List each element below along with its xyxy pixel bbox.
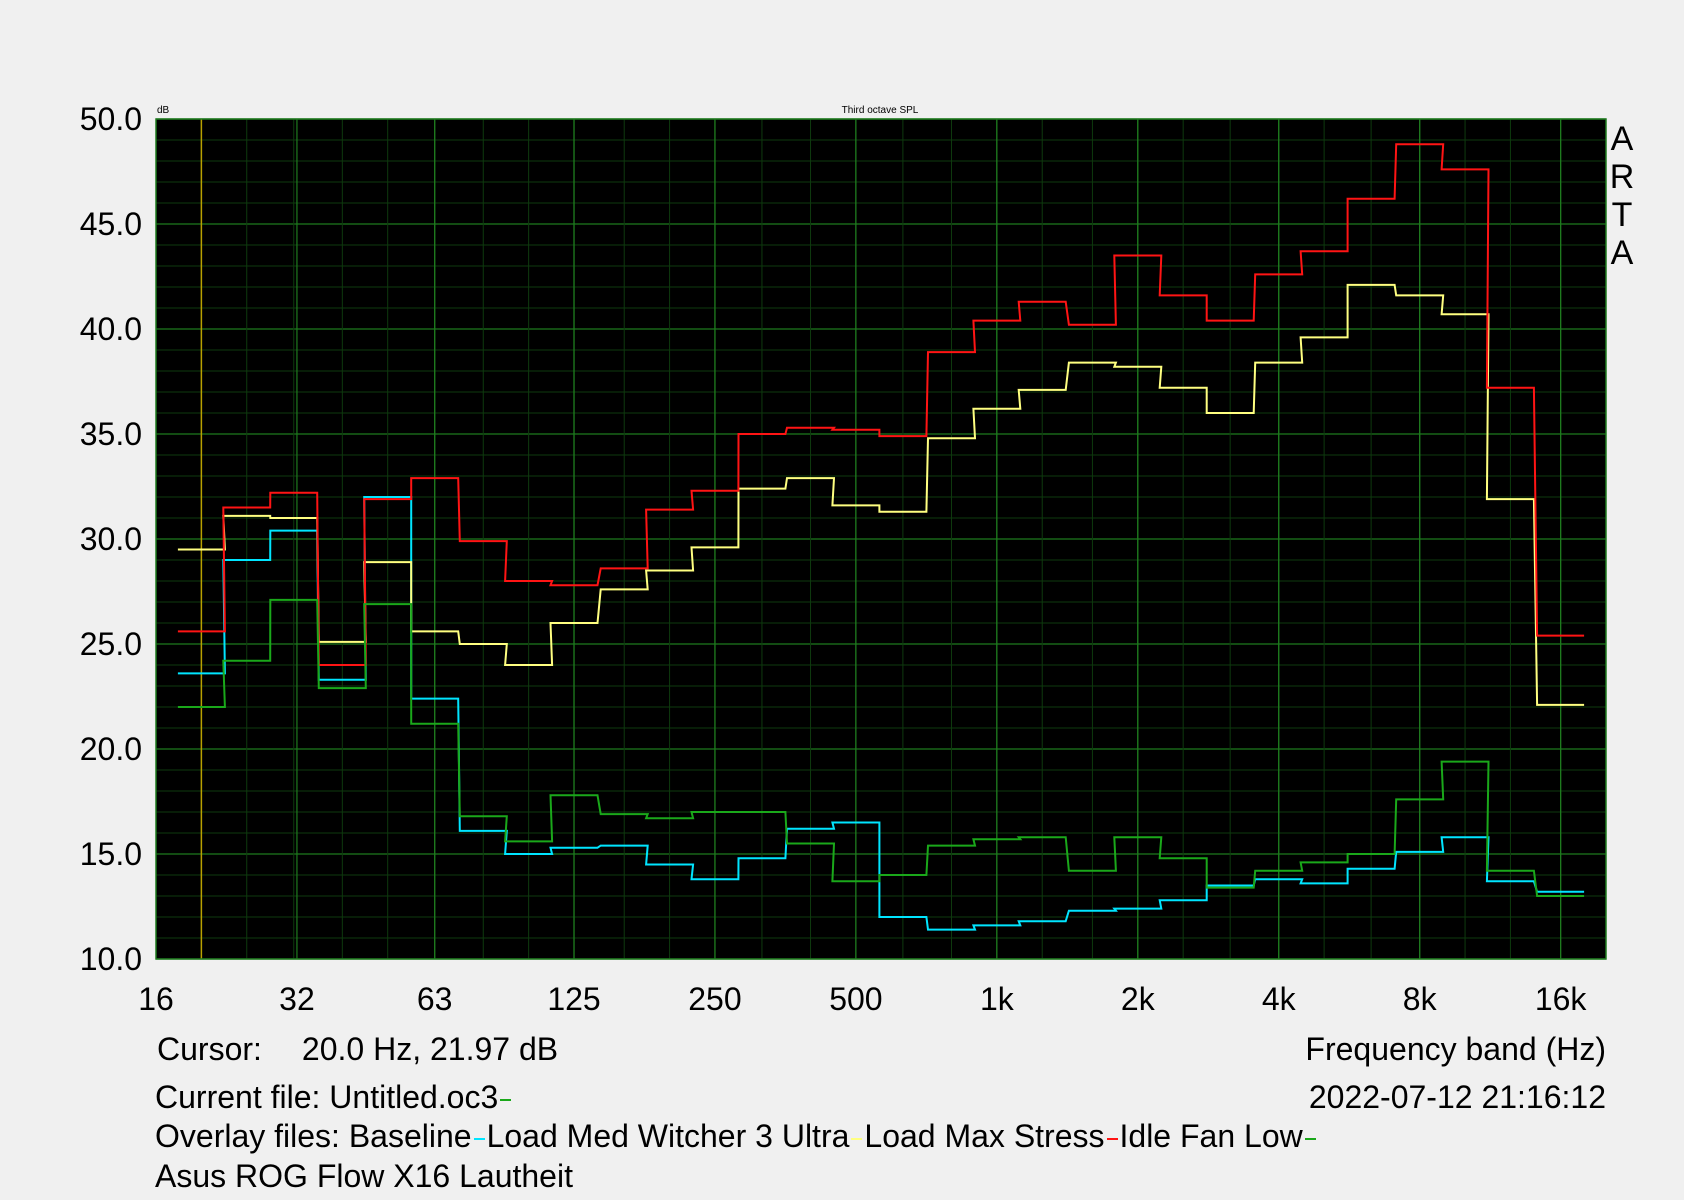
current-file-line: Current file: Untitled.oc3: [155, 1078, 513, 1116]
series-line-3: [177, 143, 1585, 666]
x-tick-label: 16: [138, 981, 174, 1017]
logo-letter: R: [1610, 158, 1635, 196]
x-tick-label: 16k: [1535, 981, 1588, 1017]
logo-letter: A: [1611, 234, 1634, 272]
y-unit-label: dB: [157, 105, 170, 116]
cursor-label: Cursor:: [157, 1031, 262, 1067]
x-axis-label: Frequency band (Hz): [1305, 1031, 1606, 1067]
overlay-legend: Overlay files: Baseline Load Med Witcher …: [155, 1117, 1318, 1155]
logo-letter: T: [1612, 196, 1633, 234]
x-tick-label: 500: [829, 981, 882, 1017]
x-tick-label: 63: [417, 981, 453, 1017]
y-tick-label: 40.0: [80, 311, 142, 347]
x-tick-labels: 16 32 63 125 250 500 1k 2k 4k 8k 16k: [138, 981, 1587, 1017]
x-tick-label: 8k: [1403, 981, 1438, 1017]
x-tick-label: 2k: [1121, 981, 1156, 1017]
x-tick-label: 4k: [1262, 981, 1297, 1017]
x-tick-label: 1k: [980, 981, 1015, 1017]
y-tick-label: 10.0: [80, 941, 142, 977]
y-tick-label: 15.0: [80, 836, 142, 872]
overlay-name: Baseline: [348, 1118, 472, 1154]
x-tick-label: 125: [547, 981, 600, 1017]
grid: [156, 118, 1606, 960]
x-tick-label: 32: [279, 981, 315, 1017]
logo-letter: A: [1611, 120, 1634, 158]
y-tick-labels: 50.0 45.0 40.0 35.0 30.0 25.0 20.0 15.0 10.0: [80, 101, 142, 977]
overlay-color-marker: [473, 1137, 485, 1140]
y-tick-label: 35.0: [80, 416, 142, 452]
y-tick-label: 30.0: [80, 521, 142, 557]
cursor-value: 20.0 Hz, 21.97 dB: [301, 1031, 559, 1067]
overlay-color-marker: [851, 1137, 863, 1140]
overlay-label: Overlay files:: [155, 1118, 340, 1154]
series-layer: [177, 143, 1585, 931]
current-file-label: Current file:: [155, 1079, 321, 1115]
x-tick-label: 250: [688, 981, 741, 1017]
y-tick-label: 50.0: [80, 101, 142, 137]
y-tick-label: 45.0: [80, 206, 142, 242]
overlay-name: Load Med Witcher 3 Ultra: [486, 1118, 850, 1154]
y-tick-label: 20.0: [80, 731, 142, 767]
current-file-marker: [500, 1098, 512, 1101]
overlay-color-marker: [1304, 1137, 1316, 1140]
plot-frame: [155, 118, 1607, 960]
current-file-name: Untitled.oc3: [329, 1079, 499, 1115]
chart-title: Third octave SPL: [842, 105, 919, 116]
cursor-readout: Cursor: 20.0 Hz, 21.97 dB: [157, 1030, 558, 1068]
series-line-4: [177, 598, 1585, 897]
overlay-name: Load Max Stress: [864, 1118, 1105, 1154]
overlay-color-marker: [1106, 1137, 1118, 1140]
datetime: 2022-07-12 21:16:12: [1308, 1079, 1606, 1115]
y-tick-label: 25.0: [80, 626, 142, 662]
overlay-name: Idle Fan Low: [1119, 1118, 1303, 1154]
chart-caption: Asus ROG Flow X16 Lautheit: [155, 1158, 573, 1194]
overlay-items: Baseline Load Med Witcher 3 Ultra Load Max…: [349, 1118, 1318, 1154]
